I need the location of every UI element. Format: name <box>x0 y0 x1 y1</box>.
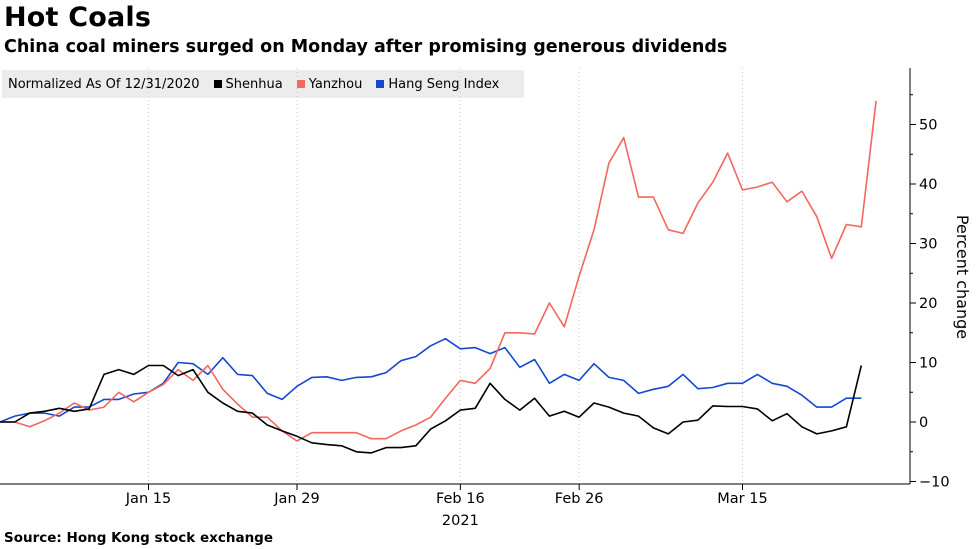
x-tick-label: Feb 16 <box>436 491 485 507</box>
series-line-shenhua <box>0 364 863 454</box>
y-tick-label: 30 <box>919 237 937 253</box>
legend-item-yanzhou: Yanzhou <box>296 76 363 92</box>
y-tick-label: 0 <box>919 415 928 431</box>
x-year-label: 2021 <box>442 513 479 529</box>
x-tick-label: Jan 15 <box>125 491 171 507</box>
legend-swatch-hang-seng <box>376 80 385 88</box>
x-tick-label: Jan 29 <box>273 491 319 507</box>
y-tick-label: 40 <box>919 177 937 193</box>
source-note: Source: Hong Kong stock exchange <box>4 530 274 546</box>
legend-note: Normalized As Of 12/31/2020 <box>8 76 200 92</box>
legend-swatch-yanzhou <box>296 80 305 88</box>
legend-item-hang-seng: Hang Seng Index <box>376 77 499 92</box>
legend-item-shenhua: Shenhua <box>213 76 283 92</box>
y-tick-label: 20 <box>919 296 937 312</box>
series-line-yanzhou <box>0 100 877 442</box>
legend-label-hang-seng: Hang Seng Index <box>388 76 500 92</box>
chart-subtitle: China coal miners surged on Monday after… <box>4 37 728 57</box>
legend-label-shenhua: Shenhua <box>225 76 283 92</box>
x-tick-label: Feb 26 <box>555 491 604 507</box>
x-tick-label: Mar 15 <box>717 491 767 507</box>
y-axis-title: Percent change <box>953 215 972 339</box>
legend-label-yanzhou: Yanzhou <box>308 76 363 92</box>
y-tick-label: 50 <box>919 118 937 134</box>
legend: Normalized As Of 12/31/2020 Shenhua Yanz… <box>2 70 524 98</box>
y-tick-label: −10 <box>919 475 950 491</box>
y-tick-label: 10 <box>919 356 937 372</box>
series-line-hang-seng-index <box>0 337 862 423</box>
legend-swatch-shenhua <box>213 80 222 88</box>
chart-title: Hot Coals <box>4 2 152 33</box>
